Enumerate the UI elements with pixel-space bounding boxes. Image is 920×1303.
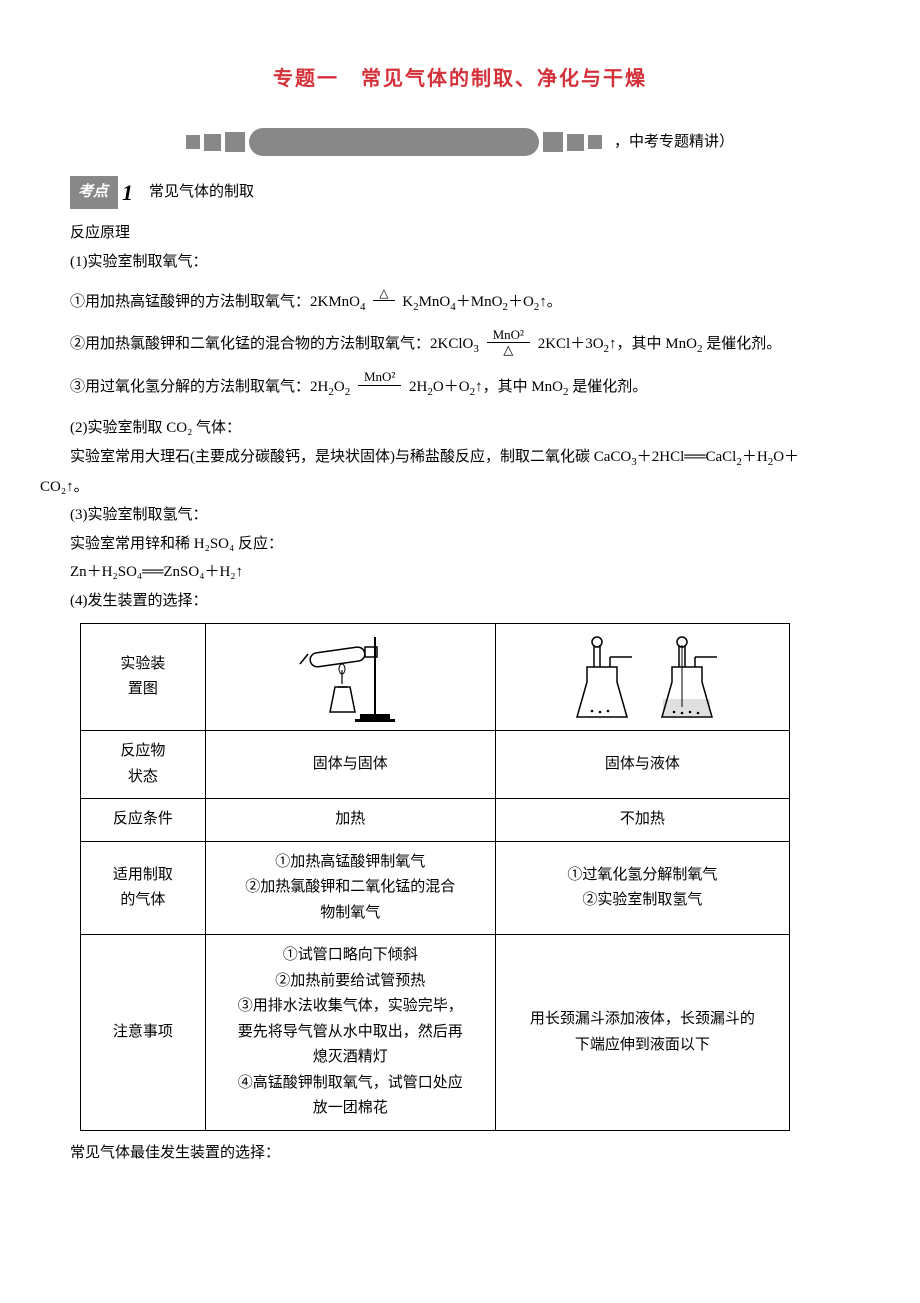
item-2-tail: CO₂↑。 <box>40 473 880 502</box>
reaction-arrow: △ <box>373 287 394 315</box>
item-3: (3)实验室制取氢气： <box>70 501 880 530</box>
cell: 加热 <box>205 799 495 842</box>
cond-top: MnO² <box>487 328 530 343</box>
cell-apparatus-b <box>495 624 789 731</box>
sub: 3 <box>473 343 479 355</box>
eq3-lhs: ③用过氧化氢分解的方法制取氧气：2H2O2 <box>70 379 350 395</box>
decor-sq <box>543 132 563 152</box>
decor-sq <box>567 134 584 151</box>
cond-bot: △ <box>487 343 530 357</box>
table-row: 反应条件 加热 不加热 <box>81 799 790 842</box>
cell-rowhead: 适用制取 的气体 <box>81 841 206 935</box>
eq2-rhs: 2KCl＋3O2↑，其中 MnO2 是催化剂。 <box>538 336 782 352</box>
cond-top: △ <box>373 287 394 301</box>
kaodian-title: 常见气体的制取 <box>149 178 254 207</box>
banner-decoration: ，中考专题精讲） <box>40 128 880 157</box>
eq1-rhs: K2MnO4＋MnO2＋O2↑。 <box>402 294 562 310</box>
item-3-body: 实验室常用锌和稀 H₂SO₄ 反应： <box>70 530 880 559</box>
cell: ①加热高锰酸钾制氧气 ②加热氯酸钾和二氧化锰的混合 物制氧气 <box>205 841 495 935</box>
item-4: (4)发生装置的选择： <box>70 587 880 616</box>
table-row: 适用制取 的气体 ①加热高锰酸钾制氧气 ②加热氯酸钾和二氧化锰的混合 物制氧气 … <box>81 841 790 935</box>
item-3-eq: Zn＋H₂SO₄══ZnSO₄＋H₂↑ <box>70 558 880 587</box>
apparatus-heating-icon <box>280 632 420 722</box>
cond-top: MnO² <box>358 370 401 385</box>
reaction-arrow: MnO² △ <box>487 328 530 358</box>
decor-sq <box>204 134 221 151</box>
sub: 4 <box>360 301 366 313</box>
reaction-arrow: MnO² <box>358 370 401 400</box>
cell-text: 反应物 状态 <box>120 743 165 785</box>
cell: 固体与固体 <box>205 731 495 799</box>
cell-apparatus-a <box>205 624 495 731</box>
equation-1: ①用加热高锰酸钾的方法制取氧气：2KMnO4 △ K2MnO4＋MnO2＋O2↑… <box>70 288 880 318</box>
cell-text: ①试管口略向下倾斜 ②加热前要给试管预热 ③用排水法收集气体，实验完毕， 要先将… <box>238 947 463 1116</box>
cell-text: 用长颈漏斗添加液体，长颈漏斗的 下端应伸到液面以下 <box>530 1011 755 1053</box>
decor-sq <box>225 132 245 152</box>
apparatus-flask-icon <box>552 632 732 722</box>
cell: 固体与液体 <box>495 731 789 799</box>
table-row: 注意事项 ①试管口略向下倾斜 ②加热前要给试管预热 ③用排水法收集气体，实验完毕… <box>81 935 790 1131</box>
equation-3: ③用过氧化氢分解的方法制取氧气：2H2O2 MnO² 2H2O＋O2↑，其中 M… <box>70 372 880 402</box>
cell: 不加热 <box>495 799 789 842</box>
cell-text: 适用制取 的气体 <box>113 867 173 909</box>
cell-rowhead: 反应条件 <box>81 799 206 842</box>
table-row: 反应物 状态 固体与固体 固体与液体 <box>81 731 790 799</box>
equation-2: ②用加热氯酸钾和二氧化锰的混合物的方法制取氧气：2KClO3 MnO² △ 2K… <box>70 330 880 360</box>
cond-bot <box>373 301 394 315</box>
item-2: (2)实验室制取 CO₂ 气体： <box>70 414 880 443</box>
apparatus-table: 实验装 置图 <box>80 623 790 1131</box>
cell-rowhead: 实验装 置图 <box>81 624 206 731</box>
decor-bar <box>249 128 539 156</box>
cell-text: 实验装 置图 <box>120 656 165 698</box>
decor-sq <box>186 135 200 149</box>
cond-bot <box>358 386 401 400</box>
cell-rowhead: 反应物 状态 <box>81 731 206 799</box>
eq3-rhs: 2H2O＋O2↑，其中 MnO2 是催化剂。 <box>409 379 647 395</box>
cell-rowhead: 注意事项 <box>81 935 206 1131</box>
table-row: 实验装 置图 <box>81 624 790 731</box>
cell-text: ①加热高锰酸钾制氧气 ②加热氯酸钾和二氧化锰的混合 物制氧气 <box>245 854 455 921</box>
section-heading: 反应原理 <box>70 219 880 248</box>
cell: ①试管口略向下倾斜 ②加热前要给试管预热 ③用排水法收集气体，实验完毕， 要先将… <box>205 935 495 1131</box>
cell: ①过氧化氢分解制氧气 ②实验室制取氢气 <box>495 841 789 935</box>
footer-line: 常见气体最佳发生装置的选择： <box>70 1139 880 1168</box>
page-title: 专题一 常见气体的制取、净化与干燥 <box>40 60 880 98</box>
item-1: (1)实验室制取氧气： <box>70 248 880 277</box>
cell: 用长颈漏斗添加液体，长颈漏斗的 下端应伸到液面以下 <box>495 935 789 1131</box>
banner-tail-text: ，中考专题精讲） <box>614 128 734 157</box>
item-2-body: 实验室常用大理石(主要成分碳酸钙，是块状固体)与稀盐酸反应，制取二氧化碳 CaC… <box>70 443 880 473</box>
kaodian-label: 考点 <box>70 176 118 209</box>
kaodian-number: 1 <box>122 172 133 214</box>
kaodian-heading: 考点 1 常见气体的制取 <box>70 172 254 214</box>
cell-text: ①过氧化氢分解制氧气 ②实验室制取氢气 <box>567 867 717 909</box>
eq1-lhs: ①用加热高锰酸钾的方法制取氧气：2KMnO <box>70 294 360 310</box>
decor-sq <box>588 135 602 149</box>
eq2-lhs: ②用加热氯酸钾和二氧化锰的混合物的方法制取氧气：2KClO <box>70 336 473 352</box>
